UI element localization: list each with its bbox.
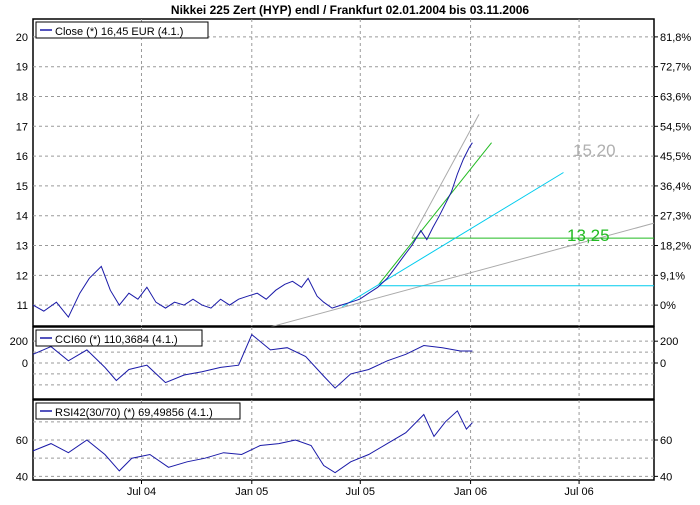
x-tick-label: Jul 04: [127, 486, 156, 498]
price-y-axis-left: 20 19 18 17 16 15 14 13 12 11: [16, 32, 28, 312]
rsi-y-axis-left: 60 40: [16, 435, 28, 483]
price-y-axis-right: 81,8% 72,7% 63,6% 54,5% 45,5% 36,4% 27,3% 18,2%…: [654, 32, 691, 312]
rsi-grid: [33, 400, 654, 480]
price-y-tick-label-right: 63,6%: [660, 91, 691, 103]
price-y-tick-label-right: 54,5%: [660, 121, 691, 133]
price-panel: 20 19 18 17 16 15 14 13 12 11 81,8% 72,7% 63,6% 54,5…: [16, 18, 691, 333]
price-y-tick-label: 15: [16, 181, 28, 193]
price-legend: Close (*) 16,45 EUR (4.1.): [35, 21, 209, 39]
price-grid: [33, 19, 654, 326]
price-legend-label: Close (*) 16,45 EUR (4.1.): [55, 26, 183, 38]
price-y-tick-label-right: 81,8%: [660, 32, 691, 44]
rsi-y-axis-right: 60 40: [654, 435, 672, 483]
rsi-legend-label: RSI42(30/70) (*) 69,49856 (4.1.): [55, 407, 213, 419]
cci-y-tick-label: 200: [10, 336, 28, 348]
price-y-tick-label-right: 45,5%: [660, 151, 691, 163]
price-y-tick-label-right: 36,4%: [660, 181, 691, 193]
cci-y-tick-label: 0: [22, 358, 28, 370]
price-y-tick-label: 14: [16, 211, 28, 223]
rsi-y-tick-label: 60: [16, 435, 28, 447]
price-y-tick-label: 19: [16, 62, 28, 74]
price-y-tick-label: 13: [16, 241, 28, 253]
rsi-y-tick-label: 40: [16, 471, 28, 483]
x-tick-label: Jul 05: [346, 486, 375, 498]
trend-line-0: [251, 222, 655, 333]
cci-line: [32, 333, 473, 389]
rsi-line: [32, 410, 473, 474]
cci-legend: CCI60 (*) 110,3684 (4.1.): [35, 329, 203, 347]
price-y-tick-label-right: 27,3%: [660, 211, 691, 223]
rsi-y-tick-label-right: 40: [660, 471, 672, 483]
price-y-tick-label: 18: [16, 91, 28, 103]
price-y-tick-label-right: 72,7%: [660, 62, 691, 74]
price-y-tick-label: 12: [16, 270, 28, 282]
level-label-low: 13,25: [567, 226, 610, 245]
price-y-tick-label: 11: [17, 300, 28, 312]
x-tick-label: Jan 05: [235, 486, 268, 498]
cci-y-tick-label-right: 0: [660, 358, 666, 370]
price-y-tick-label-right: 9,1%: [660, 270, 685, 282]
price-y-tick-label: 17: [16, 121, 28, 133]
rsi-y-tick-label-right: 60: [660, 435, 672, 447]
rsi-legend: RSI42(30/70) (*) 69,49856 (4.1.): [35, 402, 241, 420]
rsi-panel: 60 40 60 40 RSI42(30/70) (*) 69,49856 (4.1…: [16, 399, 672, 483]
price-panel-frame: [32, 18, 655, 327]
cci-legend-label: CCI60 (*) 110,3684 (4.1.): [55, 334, 178, 346]
trend-lines: [251, 114, 655, 333]
chart-title: Nikkei 225 Zert (HYP) endl / Frankfurt 0…: [171, 3, 530, 17]
x-axis-labels: Jul 04 Jan 05 Jul 05 Jan 06 Jul 06: [127, 480, 594, 498]
price-y-tick-label-right: 0%: [660, 300, 676, 312]
trend-line-1: [411, 114, 480, 239]
level-label-high: 15.20: [573, 141, 616, 160]
x-tick-label: Jan 06: [454, 486, 487, 498]
price-y-tick-label: 16: [16, 151, 28, 163]
close-price-line: [32, 142, 473, 319]
price-y-tick-label: 20: [16, 32, 28, 44]
trend-line-4: [342, 172, 564, 308]
cci-y-tick-label-right: 200: [660, 336, 678, 348]
x-tick-label: Jul 06: [564, 486, 593, 498]
trend-line-2: [378, 142, 492, 285]
price-y-tick-label-right: 18,2%: [660, 241, 691, 253]
